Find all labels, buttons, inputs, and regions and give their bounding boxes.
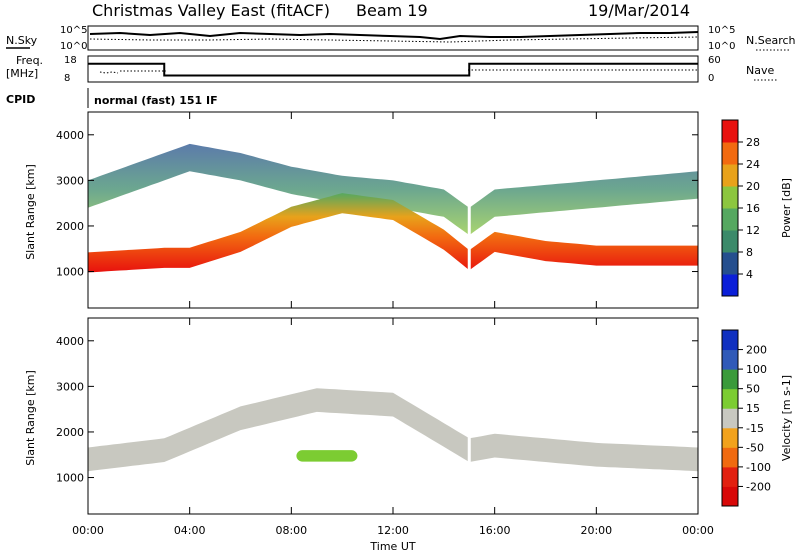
power-data bbox=[88, 113, 698, 307]
noise-left-tick-bottom: 10^0 bbox=[60, 41, 87, 52]
frequency-trace bbox=[88, 62, 698, 77]
velocity-scale-tick-label-1: 100 bbox=[746, 363, 767, 376]
velocity-scale-swatch-6 bbox=[722, 369, 738, 390]
xtick-label-1: 04:00 bbox=[174, 524, 206, 537]
power-ytick-label-1: 2000 bbox=[56, 220, 84, 233]
power-ytick-label-2: 3000 bbox=[56, 174, 84, 187]
power-scale-tick-label-1: 24 bbox=[746, 158, 760, 171]
velocity-scale-tick-label-7: -200 bbox=[746, 480, 771, 493]
velocity-ytick-label-0: 1000 bbox=[56, 472, 84, 485]
freq-label-2: [MHz] bbox=[6, 67, 38, 80]
power-ytick-label-3: 4000 bbox=[56, 129, 84, 142]
power-colorbar: 28 24 20 16 12 8 4 Power [dB] bbox=[721, 119, 793, 297]
station-title: Christmas Valley East (fitACF) bbox=[92, 1, 330, 20]
xtick-label-3: 12:00 bbox=[377, 524, 409, 537]
freq-right-tick-bottom: 0 bbox=[708, 73, 714, 84]
power-scale-tick-label-3: 16 bbox=[746, 202, 760, 215]
power-ylabel: Slant Range [km] bbox=[24, 164, 37, 260]
cpid-mode: normal (fast) 151 IF bbox=[94, 94, 218, 107]
power-scale-swatch-5 bbox=[722, 164, 738, 187]
power-scale-tick-label-5: 8 bbox=[746, 246, 753, 259]
power-scale-swatch-6 bbox=[722, 142, 738, 165]
velocity-scale-swatch-8 bbox=[722, 330, 738, 351]
x-axis-label: Time UT bbox=[369, 540, 415, 553]
velocity-data bbox=[88, 319, 698, 513]
freq-panel: Freq. [MHz] 18 8 60 0 Nave bbox=[6, 54, 778, 84]
velocity-scale-tick-label-0: 200 bbox=[746, 344, 767, 357]
power-scale-swatch-0 bbox=[722, 274, 738, 297]
power-scale-swatch-1 bbox=[722, 252, 738, 275]
power-scale-label: Power [dB] bbox=[780, 178, 793, 238]
velocity-ytick-label-3: 4000 bbox=[56, 335, 84, 348]
velocity-scale-swatch-2 bbox=[722, 447, 738, 468]
velocity-scale-swatch-4 bbox=[722, 408, 738, 429]
power-scale-swatch-3 bbox=[722, 208, 738, 231]
power-scale-swatch-4 bbox=[722, 186, 738, 209]
freq-left-tick-top: 18 bbox=[64, 55, 77, 66]
xtick-label-5: 20:00 bbox=[580, 524, 612, 537]
power-scale-tick-label-4: 12 bbox=[746, 224, 760, 237]
velocity-scale-tick-label-2: 50 bbox=[746, 383, 760, 396]
velocity-ytick-label-2: 3000 bbox=[56, 380, 84, 393]
noise-left-tick-top: 10^5 bbox=[60, 25, 87, 36]
velocity-scale-swatch-0 bbox=[722, 486, 738, 507]
velocity-colorbar: 200 100 50 15 -15 -50 -100 -200 Velocity [m s-1… bbox=[721, 329, 793, 507]
velocity-patch-positive bbox=[296, 450, 358, 462]
freq-right-tick-top: 60 bbox=[708, 55, 721, 66]
noise-panel: N.Sky 10^5 10^0 10^5 10^0 N.Search bbox=[6, 25, 796, 52]
xtick-label-0: 00:00 bbox=[72, 524, 104, 537]
date-label: 19/Mar/2014 bbox=[588, 1, 690, 20]
power-scale-swatch-2 bbox=[722, 230, 738, 253]
noise-sky-trace bbox=[89, 31, 699, 41]
xtick-label-4: 16:00 bbox=[479, 524, 511, 537]
velocity-scale-tick-label-3: 15 bbox=[746, 402, 760, 415]
velocity-ytick-label-1: 2000 bbox=[56, 426, 84, 439]
power-scale-swatch-7 bbox=[722, 120, 738, 143]
noise-right-tick-bottom: 10^0 bbox=[708, 41, 735, 52]
beam-label: Beam 19 bbox=[356, 1, 428, 20]
noise-left-label: N.Sky bbox=[6, 34, 38, 47]
velocity-scale-swatch-3 bbox=[722, 427, 738, 448]
nave-label: Nave bbox=[746, 64, 774, 77]
velocity-scale-tick-label-5: -50 bbox=[746, 441, 764, 454]
noise-right-label: N.Search bbox=[746, 34, 796, 47]
power-ytick-label-0: 1000 bbox=[56, 266, 84, 279]
noise-right-tick-top: 10^5 bbox=[708, 25, 735, 36]
noise-search-trace bbox=[89, 36, 699, 43]
velocity-scale-label: Velocity [m s-1] bbox=[780, 375, 793, 461]
velocity-scale-swatch-1 bbox=[722, 466, 738, 487]
velocity-ylabel: Slant Range [km] bbox=[24, 370, 37, 466]
cpid-label: CPID bbox=[6, 93, 35, 106]
freq-left-tick-bottom: 8 bbox=[64, 73, 70, 84]
freq-label-1: Freq. bbox=[16, 54, 43, 67]
power-scale-tick-label-6: 4 bbox=[746, 268, 753, 281]
velocity-scale-swatch-7 bbox=[722, 349, 738, 370]
power-scale-tick-label-2: 20 bbox=[746, 180, 760, 193]
velocity-scale-tick-label-4: -15 bbox=[746, 422, 764, 435]
power-band-upper bbox=[88, 143, 698, 236]
power-band-low bbox=[88, 193, 698, 273]
xtick-label-2: 08:00 bbox=[275, 524, 307, 537]
velocity-band-ground bbox=[88, 388, 698, 472]
velocity-scale-swatch-5 bbox=[722, 388, 738, 409]
power-scale-tick-label-0: 28 bbox=[746, 136, 760, 149]
velocity-scale-tick-label-6: -100 bbox=[746, 461, 771, 474]
velocity-panel: 1000 2000 3000 4000 bbox=[56, 317, 699, 515]
power-panel: 1000 2000 3000 4000 bbox=[56, 111, 699, 309]
xtick-label-6: 00:00 bbox=[682, 524, 714, 537]
